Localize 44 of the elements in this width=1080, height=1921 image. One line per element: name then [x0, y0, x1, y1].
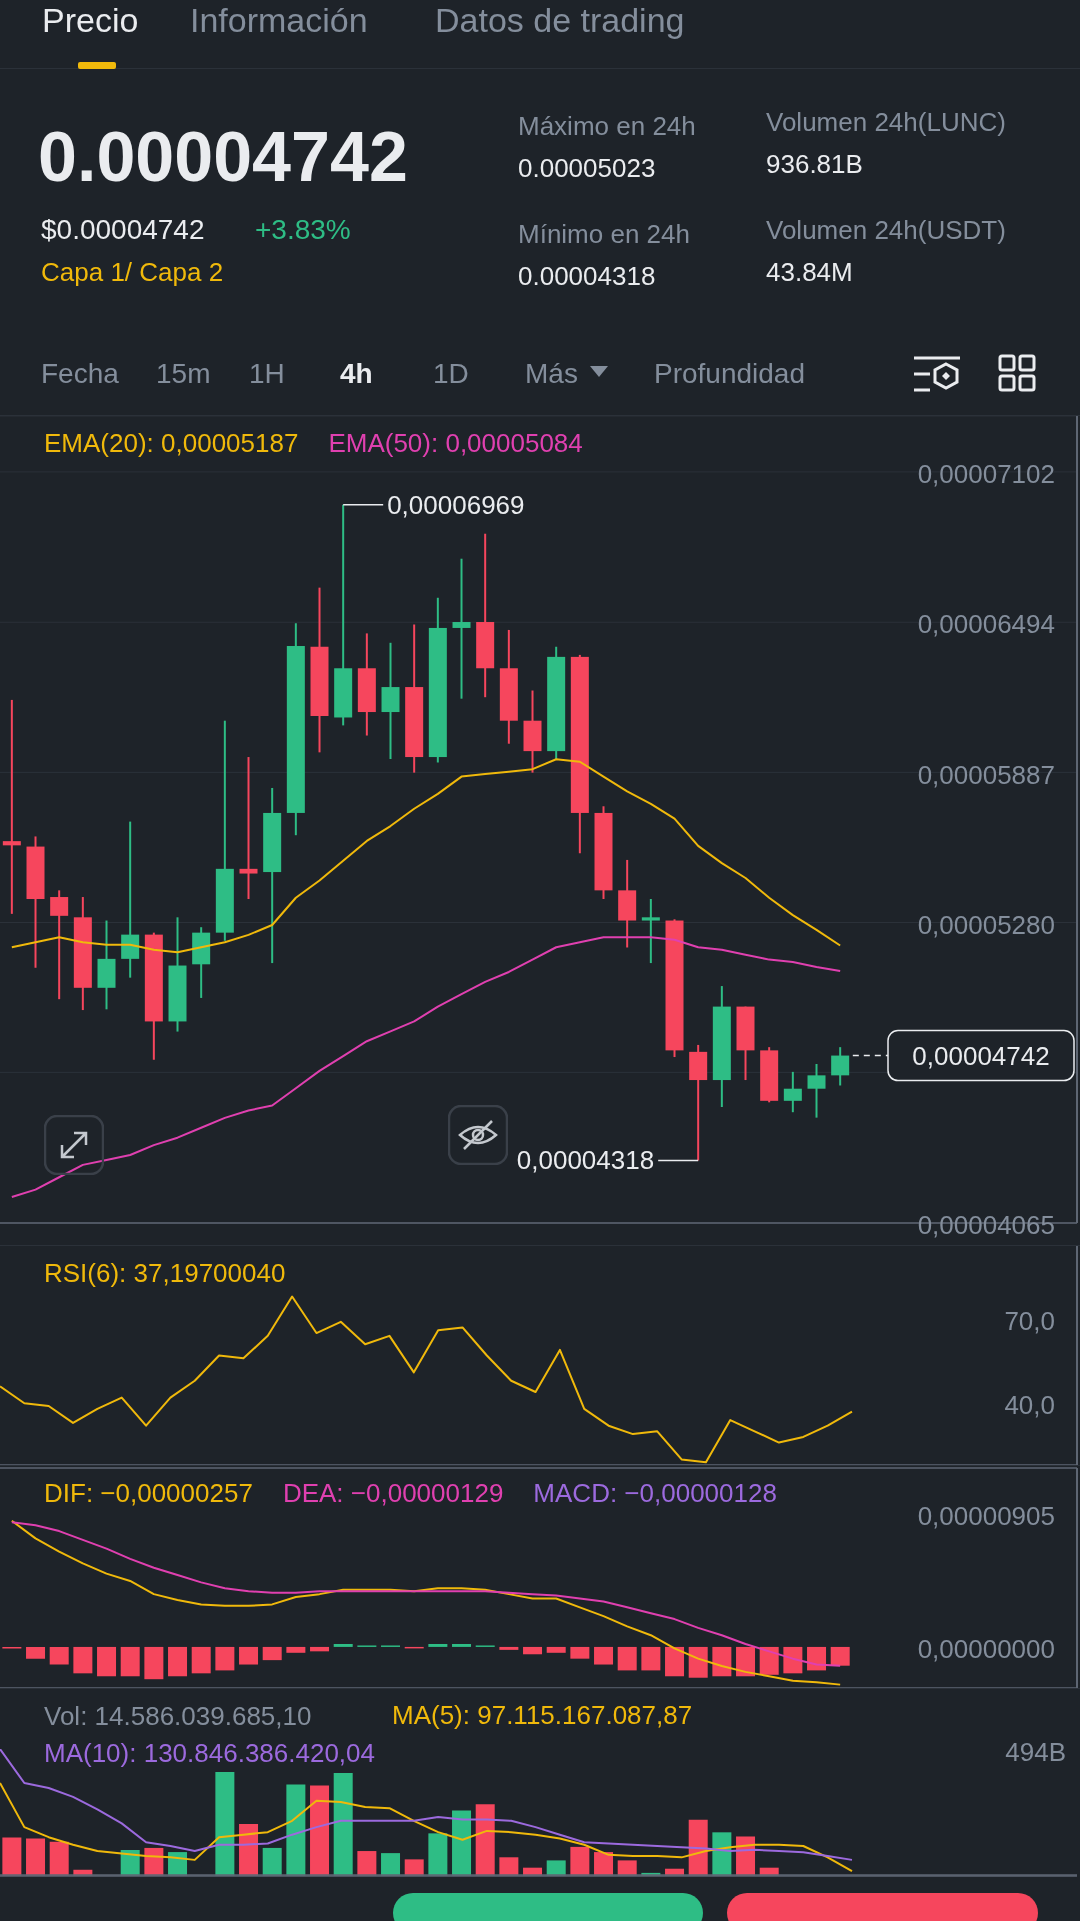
y-tick-label: 0,00005887 [917, 759, 1055, 790]
series-label: RSI(6): 37,19700040 [44, 1258, 286, 1290]
text: Volumen 24h(USDT) [766, 215, 1006, 247]
text: 0.00004318 [518, 261, 656, 293]
series-label: MA(10): 130.846.386.420,04 [44, 1738, 376, 1770]
y-tick-label: 0,00000905 [917, 1501, 1055, 1532]
text: Información [190, 0, 368, 41]
text: 936.81B [766, 149, 863, 181]
y-tick-label: 0,00000000 [917, 1634, 1055, 1665]
series-label: DIF: −0,00000257 [44, 1478, 253, 1510]
text: EMA(20): 0,00005187 [44, 428, 299, 460]
y-tick-label: 40,0 [1004, 1390, 1055, 1421]
text: 15m [156, 357, 211, 391]
y-tick-label: 0,00006494 [917, 609, 1055, 640]
text: 1D [433, 357, 469, 391]
y-tick-label: 0,00004065 [917, 1210, 1055, 1241]
y-tick-label: 0,00005280 [917, 909, 1055, 940]
text: Capa 1/ Capa 2 [41, 257, 224, 289]
text: $0.00004742 [41, 213, 205, 247]
annotation: MACD: −0,00000128 [533, 1478, 777, 1510]
text: EMA(50): 0,00005084 [328, 428, 583, 460]
text: Datos de trading [435, 0, 685, 41]
text: Volumen 24h(LUNC) [766, 107, 1006, 139]
text: Máximo en 24h [518, 111, 696, 143]
text: 494B [1005, 1737, 1066, 1768]
text: 0.00004742 [38, 117, 408, 198]
annotation: 0,00004318 [516, 1145, 655, 1176]
y-tick-label: 70,0 [1004, 1306, 1055, 1337]
text: Precio [42, 0, 139, 41]
text: MA(5): 97.115.167.087,87 [392, 1700, 693, 1732]
ref-line-label: 0,00004742 [912, 1040, 1050, 1071]
text: +3.83% [255, 213, 351, 247]
text: Profundidad [654, 357, 806, 391]
y-tick-label: 0,00007102 [917, 459, 1055, 490]
text: Más [525, 357, 578, 391]
annotation: 0,00006969 [387, 489, 525, 520]
text: 0.00005023 [518, 153, 656, 185]
text: 43.84M [766, 257, 853, 289]
text: DEA: −0,00000129 [282, 1478, 504, 1510]
chart-title: Vol: 14.586.039.685,10 [44, 1701, 312, 1733]
text: Mínimo en 24h [518, 219, 690, 251]
text: 4h [340, 357, 373, 391]
text: 1H [249, 357, 285, 391]
text: Fecha [41, 357, 119, 391]
